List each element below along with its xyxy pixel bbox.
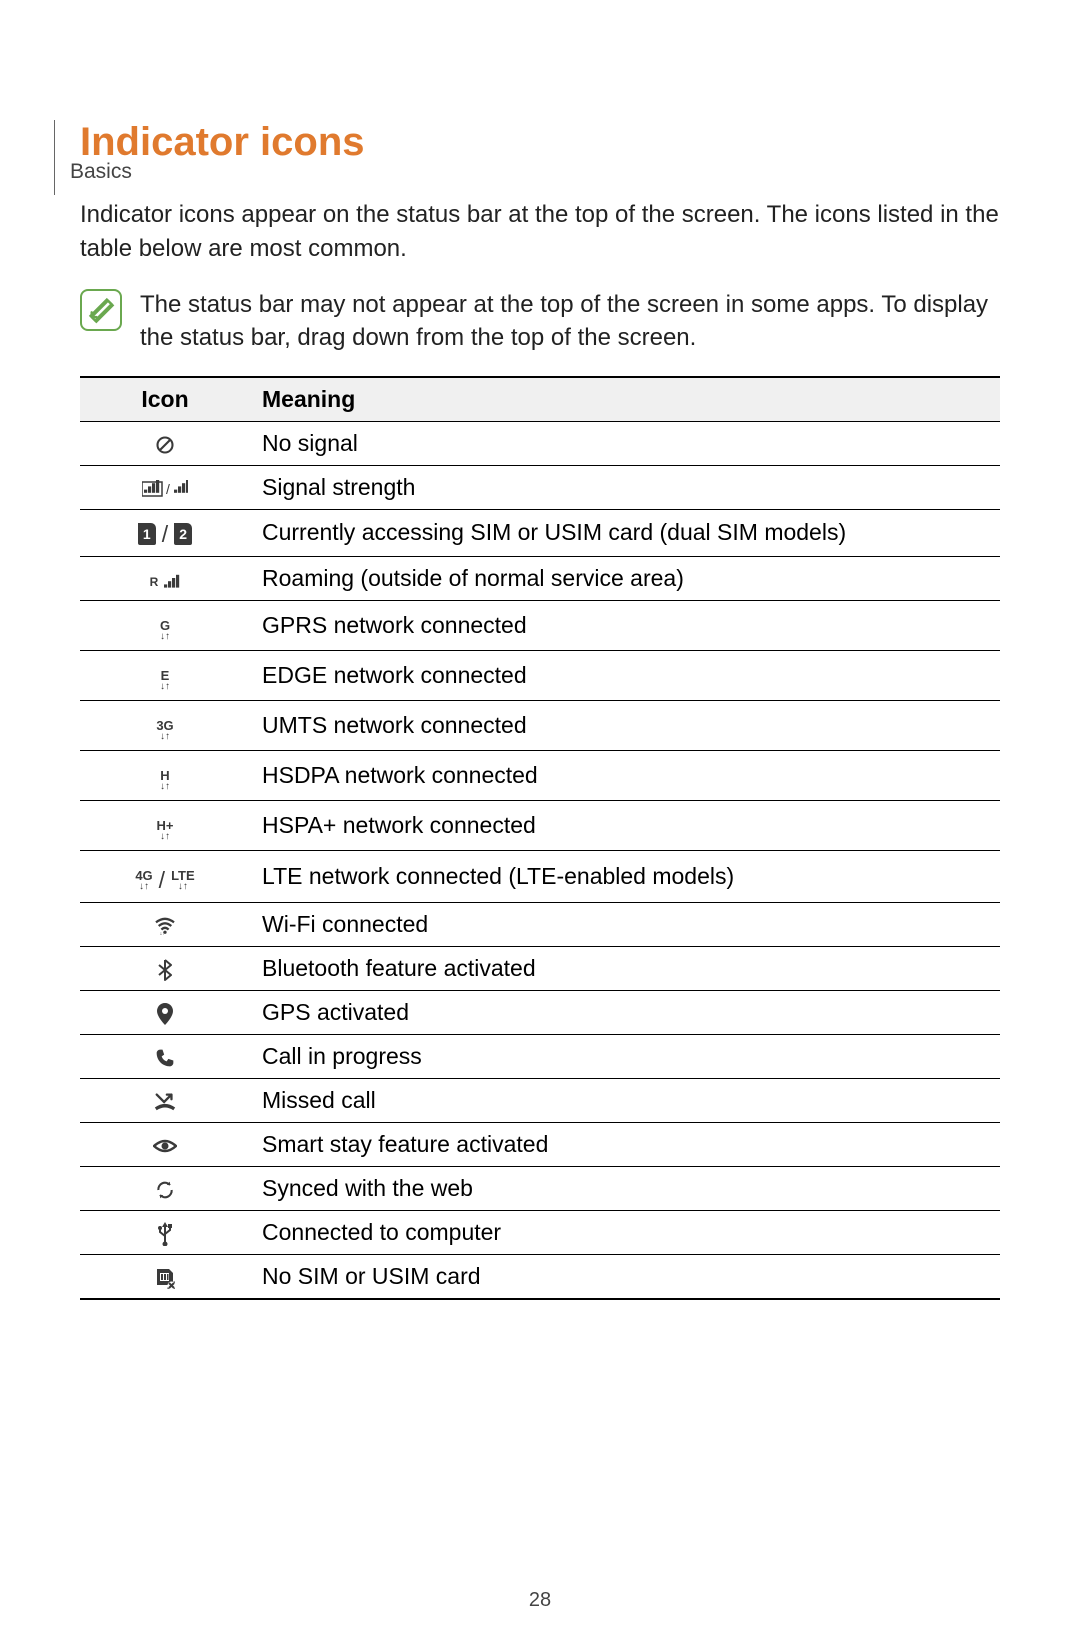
icon-meaning: Synced with the web: [250, 1166, 1000, 1210]
table-row: Missed call: [80, 1078, 1000, 1122]
note-text: The status bar may not appear at the top…: [140, 289, 1000, 354]
svg-text:↓↑: ↓↑: [160, 931, 165, 935]
icon-meaning: Roaming (outside of normal service area): [250, 556, 1000, 600]
table-row: 3G↓↑UMTS network connected: [80, 700, 1000, 750]
sim-pair-icon: 1/2: [80, 510, 250, 557]
table-row: No SIM or USIM card: [80, 1254, 1000, 1299]
table-row: E↓↑EDGE network connected: [80, 650, 1000, 700]
table-row: 4G↓↑ / LTE↓↑LTE network connected (LTE-e…: [80, 850, 1000, 902]
icon-meaning: Bluetooth feature activated: [250, 946, 1000, 990]
usb-icon: [80, 1210, 250, 1254]
table-row: / Signal strength: [80, 466, 1000, 510]
icon-meaning: LTE network connected (LTE-enabled model…: [250, 850, 1000, 902]
wifi-icon: ↓↑: [80, 902, 250, 946]
network-icon: H↓↑: [80, 750, 250, 800]
table-row: H↓↑HSDPA network connected: [80, 750, 1000, 800]
table-header-meaning: Meaning: [250, 377, 1000, 422]
icon-meaning: Signal strength: [250, 466, 1000, 510]
missed-call-icon: [80, 1078, 250, 1122]
note: The status bar may not appear at the top…: [80, 289, 1000, 354]
icon-meaning: Currently accessing SIM or USIM card (du…: [250, 510, 1000, 557]
no-sim-icon: [80, 1254, 250, 1299]
sync-icon: [80, 1166, 250, 1210]
bluetooth-icon: [80, 946, 250, 990]
table-row: Bluetooth feature activated: [80, 946, 1000, 990]
table-row: Call in progress: [80, 1034, 1000, 1078]
icon-meaning: Smart stay feature activated: [250, 1122, 1000, 1166]
table-row: Smart stay feature activated: [80, 1122, 1000, 1166]
icon-meaning: Wi-Fi connected: [250, 902, 1000, 946]
signal-strength-icon: /: [80, 466, 250, 510]
svg-text:/: /: [166, 481, 170, 497]
indicator-icons-table: Icon Meaning No signal / Signal strength…: [80, 376, 1000, 1300]
no-signal-icon: [80, 422, 250, 466]
network-icon: G↓↑: [80, 600, 250, 650]
table-row: Synced with the web: [80, 1166, 1000, 1210]
icon-meaning: Missed call: [250, 1078, 1000, 1122]
table-row: G↓↑GPRS network connected: [80, 600, 1000, 650]
note-icon: [80, 289, 122, 331]
table-row: GPS activated: [80, 990, 1000, 1034]
section-heading: Indicator icons: [80, 120, 1000, 165]
table-row: 1/2Currently accessing SIM or USIM card …: [80, 510, 1000, 557]
call-icon: [80, 1034, 250, 1078]
table-row: No signal: [80, 422, 1000, 466]
smart-stay-icon: [80, 1122, 250, 1166]
network-icon: H+↓↑: [80, 800, 250, 850]
icon-meaning: Call in progress: [250, 1034, 1000, 1078]
table-header-icon: Icon: [80, 377, 250, 422]
table-row: Connected to computer: [80, 1210, 1000, 1254]
icon-meaning: HSDPA network connected: [250, 750, 1000, 800]
icon-meaning: Connected to computer: [250, 1210, 1000, 1254]
page-number: 28: [0, 1589, 1080, 1612]
page-header-rule: [54, 120, 55, 195]
network-pair-icon: 4G↓↑ / LTE↓↑: [80, 850, 250, 902]
table-row: H+↓↑HSPA+ network connected: [80, 800, 1000, 850]
icon-meaning: GPS activated: [250, 990, 1000, 1034]
network-icon: E↓↑: [80, 650, 250, 700]
table-row: RRoaming (outside of normal service area…: [80, 556, 1000, 600]
breadcrumb: Basics: [70, 160, 132, 184]
icon-meaning: No SIM or USIM card: [250, 1254, 1000, 1299]
table-row: ↓↑ Wi-Fi connected: [80, 902, 1000, 946]
network-icon: 3G↓↑: [80, 700, 250, 750]
icon-meaning: No signal: [250, 422, 1000, 466]
intro-paragraph: Indicator icons appear on the status bar…: [80, 198, 1000, 265]
icon-meaning: EDGE network connected: [250, 650, 1000, 700]
roaming-icon: R: [80, 556, 250, 600]
icon-meaning: HSPA+ network connected: [250, 800, 1000, 850]
icon-meaning: GPRS network connected: [250, 600, 1000, 650]
manual-page: Basics Indicator icons Indicator icons a…: [0, 120, 1080, 1647]
gps-icon: [80, 990, 250, 1034]
icon-meaning: UMTS network connected: [250, 700, 1000, 750]
